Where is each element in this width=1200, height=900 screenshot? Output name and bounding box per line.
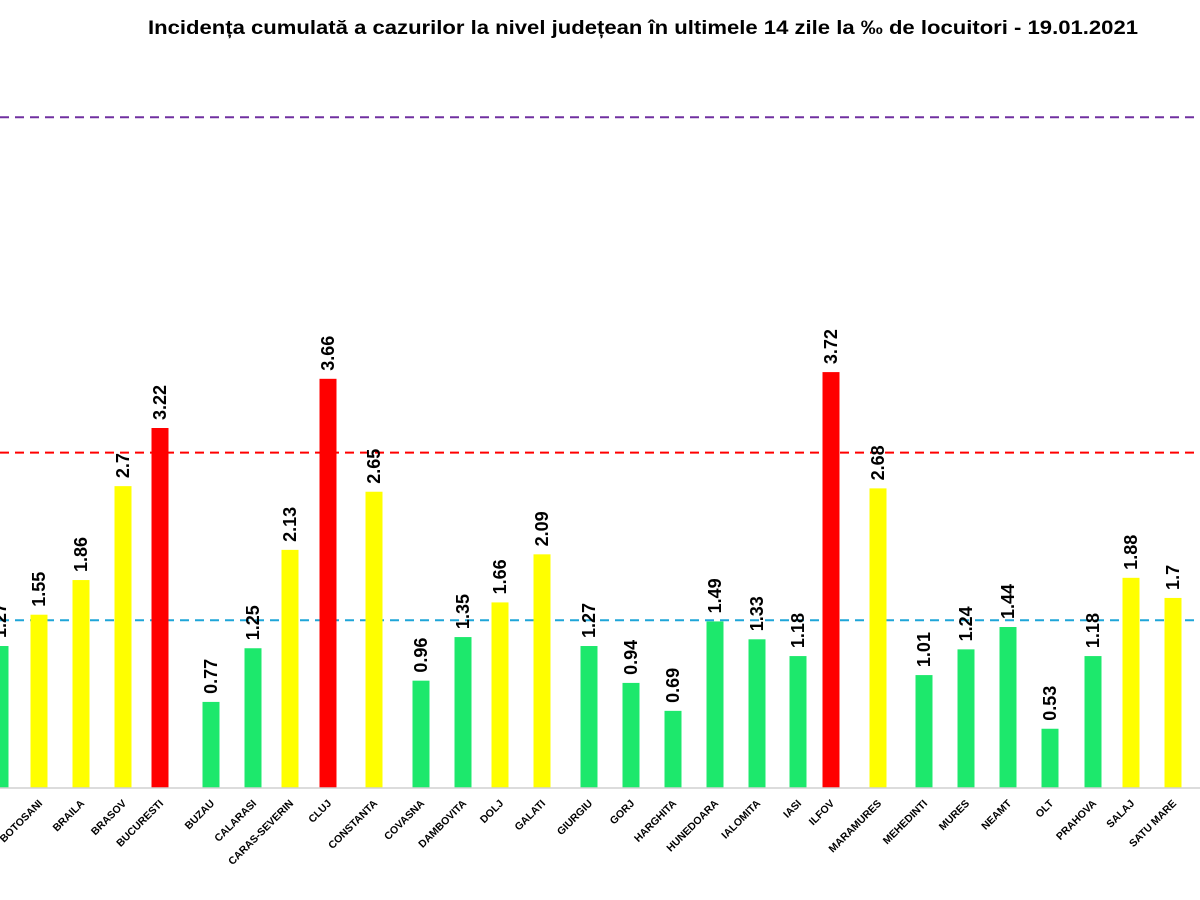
data-label: 1.18	[788, 613, 808, 648]
data-label: 1.24	[956, 606, 976, 641]
data-label: 1.66	[490, 559, 510, 594]
category-label: CONSTANTA	[326, 797, 380, 851]
bar-olt	[1041, 728, 1059, 788]
bar-covasna	[412, 680, 430, 788]
bar-galati	[533, 554, 551, 788]
category-label: BUZAU	[183, 798, 217, 832]
data-label: 2.7	[113, 453, 133, 478]
bar-satu mare	[1164, 597, 1182, 788]
bar-gorj	[622, 682, 640, 788]
bar-neamt	[999, 627, 1017, 788]
bar-constanta	[365, 491, 383, 788]
category-label: GORJ	[608, 798, 638, 828]
bars: 1.271.55BOTOSANI1.86BRAILA2.7BRASOV3.22B…	[0, 329, 1183, 868]
bar-giurgiu	[580, 646, 598, 788]
chart-title: Incidența cumulată a cazurilor la nivel …	[148, 18, 1139, 39]
data-label: 1.88	[1121, 535, 1141, 570]
data-label: 1.44	[998, 584, 1018, 619]
data-label: 0.53	[1040, 686, 1060, 721]
category-label: BRAILA	[51, 797, 88, 834]
category-label: DOLJ	[478, 798, 506, 826]
data-label: 1.27	[579, 603, 599, 638]
bar-dolj	[491, 602, 509, 788]
category-label: SALAJ	[1104, 798, 1137, 831]
category-label: PRAHOVA	[1054, 797, 1099, 842]
data-label: 2.65	[364, 449, 384, 484]
data-label: 3.66	[318, 336, 338, 371]
data-label: 3.72	[821, 329, 841, 364]
data-label: 1.49	[705, 578, 725, 613]
data-label: 1.01	[914, 632, 934, 667]
bar-caras-severin	[281, 549, 299, 788]
category-label: GALATI	[513, 798, 549, 834]
bar-dambovita	[454, 637, 472, 788]
data-label: 0.77	[201, 659, 221, 694]
bar-buzau	[202, 701, 220, 788]
category-label: CLUJ	[306, 798, 334, 826]
bar-braila	[72, 580, 90, 788]
category-label: CARAS-SEVERIN	[226, 798, 296, 868]
category-label: GIURGIU	[555, 798, 595, 838]
bar-brasov	[114, 486, 132, 788]
data-label: 1.18	[1083, 613, 1103, 648]
bar-salaj	[1122, 577, 1140, 788]
category-label: COVASNA	[382, 797, 427, 842]
category-label: ILFOV	[807, 798, 837, 828]
bar-bucuresti	[151, 428, 169, 788]
data-label: 3.22	[150, 385, 170, 420]
category-label: IALOMITA	[719, 797, 763, 841]
bar-ilfov	[822, 372, 840, 788]
bar-maramures	[869, 488, 887, 788]
category-label: IASI	[781, 798, 804, 821]
bar-mures	[957, 649, 975, 788]
bar-harghita	[664, 710, 682, 788]
bar-mehedinti	[915, 675, 933, 788]
data-label: 0.94	[621, 640, 641, 675]
category-label: OLT	[1033, 797, 1056, 820]
data-label: 2.13	[280, 507, 300, 542]
data-label: 0.69	[663, 668, 683, 703]
category-label: MEHEDINTI	[881, 798, 930, 847]
data-label: 1.25	[243, 605, 263, 640]
bar-prahova	[1084, 656, 1102, 788]
bar-iasi	[789, 656, 807, 788]
bar-unnamed	[0, 646, 9, 788]
data-label: 1.86	[71, 537, 91, 572]
data-label: 1.35	[453, 594, 473, 629]
data-label: 2.68	[868, 445, 888, 480]
data-label: 1.55	[29, 572, 49, 607]
data-label: 1.7	[1163, 565, 1183, 590]
bar-hunedoara	[706, 621, 724, 788]
bar-ialomita	[748, 639, 766, 788]
category-label: MURES	[937, 798, 972, 833]
data-label: 2.09	[532, 511, 552, 546]
data-label: 1.33	[747, 596, 767, 631]
category-label: NEAMT	[979, 797, 1014, 832]
data-label: 0.96	[411, 638, 431, 673]
category-label: BOTOSANI	[0, 798, 45, 846]
threshold-lines	[0, 116, 1200, 622]
bar-cluj	[319, 378, 337, 788]
bar-botosani	[30, 614, 48, 788]
data-label: 1.27	[0, 603, 10, 638]
bar-calarasi	[244, 648, 262, 788]
